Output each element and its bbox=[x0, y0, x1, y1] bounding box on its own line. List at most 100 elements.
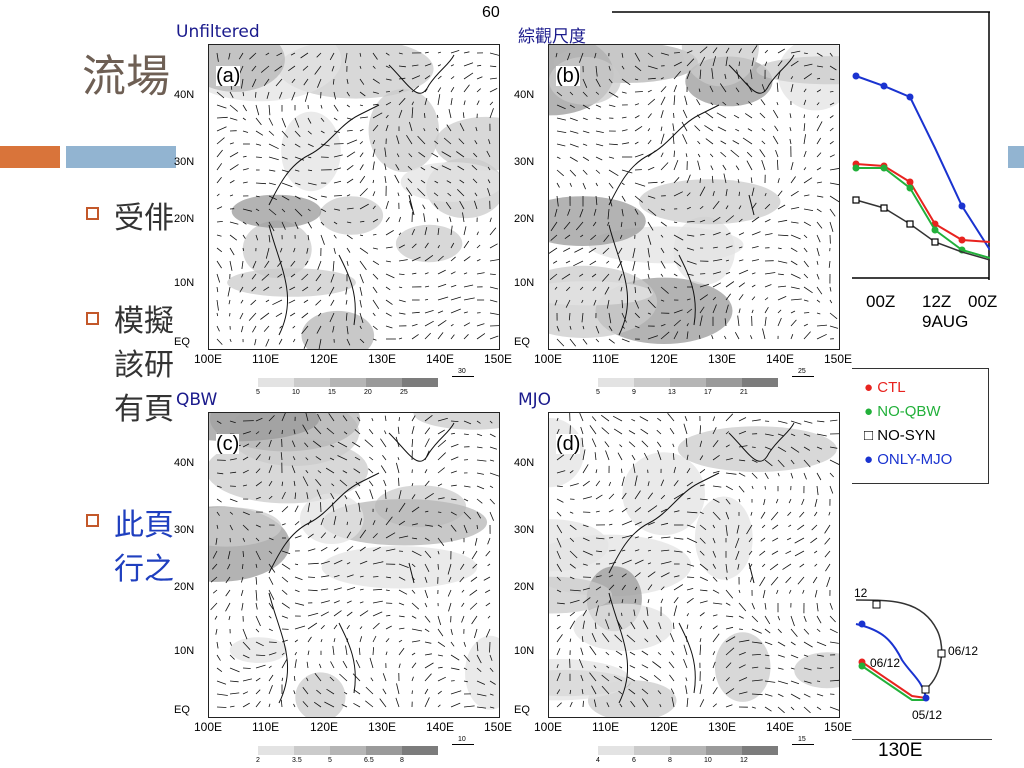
wind-vector bbox=[279, 91, 283, 99]
wind-vector bbox=[435, 128, 439, 132]
wind-vector bbox=[660, 479, 665, 487]
wind-vector bbox=[814, 498, 818, 507]
wind-vector bbox=[777, 247, 782, 250]
wind-vector bbox=[725, 271, 731, 275]
wind-vector bbox=[463, 705, 475, 708]
wind-vector bbox=[411, 256, 421, 262]
wind-vector bbox=[329, 312, 335, 323]
wind-vector bbox=[474, 628, 478, 639]
wind-vector bbox=[683, 658, 688, 669]
wind-vector bbox=[595, 195, 598, 206]
wind-vector bbox=[255, 537, 260, 542]
colorbar-tick-label: 8 bbox=[400, 757, 404, 764]
wind-vector bbox=[608, 182, 614, 189]
wind-vector bbox=[450, 308, 461, 314]
wind-vector bbox=[761, 140, 766, 145]
wind-vector bbox=[734, 537, 740, 549]
wind-vector bbox=[450, 98, 453, 106]
wind-vector bbox=[777, 48, 786, 54]
wind-vector bbox=[339, 673, 348, 682]
wind-vector bbox=[436, 114, 439, 119]
wind-vector bbox=[450, 64, 454, 67]
wind-vector bbox=[411, 506, 420, 513]
wind-vector bbox=[803, 150, 807, 158]
wind-vector bbox=[229, 458, 237, 461]
wind-vector bbox=[476, 420, 481, 424]
wind-vector bbox=[712, 614, 718, 617]
wind-vector bbox=[816, 273, 820, 280]
wind-vector bbox=[320, 625, 325, 630]
wind-vector bbox=[333, 221, 338, 225]
wind-vector bbox=[424, 227, 428, 236]
wind-vector bbox=[437, 429, 445, 435]
wind-vector bbox=[786, 537, 792, 541]
wind-vector bbox=[628, 430, 636, 435]
wind-vector bbox=[447, 192, 452, 197]
wind-vector bbox=[354, 429, 361, 435]
colorbar bbox=[598, 746, 778, 755]
colorbar-swatch bbox=[258, 378, 294, 387]
wind-vector bbox=[418, 151, 426, 158]
wind-vector bbox=[333, 610, 342, 617]
wind-vector bbox=[712, 563, 717, 569]
wind-vector bbox=[593, 208, 597, 216]
wind-vector bbox=[385, 638, 390, 643]
wind-vector bbox=[450, 484, 457, 487]
longitude-label: 110E bbox=[252, 352, 280, 366]
wind-vector bbox=[790, 273, 801, 279]
wind-vector bbox=[255, 221, 260, 226]
wind-vector bbox=[569, 338, 577, 347]
wind-vector bbox=[761, 159, 766, 171]
wind-vector bbox=[686, 58, 695, 67]
wind-vector bbox=[330, 661, 335, 669]
wind-vector bbox=[489, 65, 497, 68]
wind-vector bbox=[216, 511, 220, 516]
wind-vector bbox=[307, 234, 310, 241]
wind-vector bbox=[398, 520, 406, 526]
wind-vector bbox=[569, 524, 577, 531]
wind-vector bbox=[314, 426, 322, 435]
wind-vector bbox=[593, 299, 597, 306]
wind-vector bbox=[712, 602, 723, 605]
wind-vector bbox=[699, 468, 706, 474]
wind-vector bbox=[424, 332, 431, 340]
wind-vector bbox=[595, 338, 600, 343]
wind-vector bbox=[590, 234, 597, 241]
wind-vector bbox=[811, 524, 818, 531]
wind-vector bbox=[556, 563, 562, 572]
track-label-top: 12 bbox=[854, 586, 868, 600]
wind-vector bbox=[556, 104, 566, 110]
latitude-label: EQ bbox=[514, 336, 530, 349]
wind-vector bbox=[789, 138, 792, 145]
wind-vector bbox=[476, 706, 487, 709]
wind-vector bbox=[712, 216, 721, 223]
wind-vector bbox=[359, 610, 369, 617]
wind-vector bbox=[255, 117, 262, 126]
wind-vector bbox=[556, 130, 567, 133]
wind-vector bbox=[569, 576, 575, 580]
wind-vector bbox=[411, 107, 414, 119]
wind-vector bbox=[709, 153, 714, 158]
wind-vector bbox=[411, 563, 416, 568]
wind-speed-shading bbox=[465, 635, 499, 710]
wind-vector bbox=[628, 688, 636, 695]
wind-vector bbox=[556, 625, 561, 630]
wind-vector bbox=[385, 200, 389, 210]
wind-vector bbox=[634, 195, 643, 203]
wind-vector bbox=[409, 200, 413, 210]
wind-vector bbox=[448, 109, 452, 119]
wind-vector bbox=[320, 195, 327, 198]
wind-vector bbox=[307, 169, 313, 172]
wind-vector bbox=[242, 511, 250, 516]
wind-vector bbox=[395, 697, 400, 708]
wind-vector bbox=[242, 221, 247, 225]
wind-vector bbox=[229, 152, 239, 158]
wind-vector bbox=[667, 413, 675, 422]
wind-vector bbox=[369, 657, 374, 669]
wind-vector bbox=[816, 706, 822, 711]
wind-vector bbox=[331, 502, 335, 513]
wind-vector bbox=[346, 587, 356, 591]
wind-vector bbox=[424, 88, 428, 93]
wind-vector bbox=[605, 619, 610, 630]
wind-vector bbox=[265, 299, 270, 303]
